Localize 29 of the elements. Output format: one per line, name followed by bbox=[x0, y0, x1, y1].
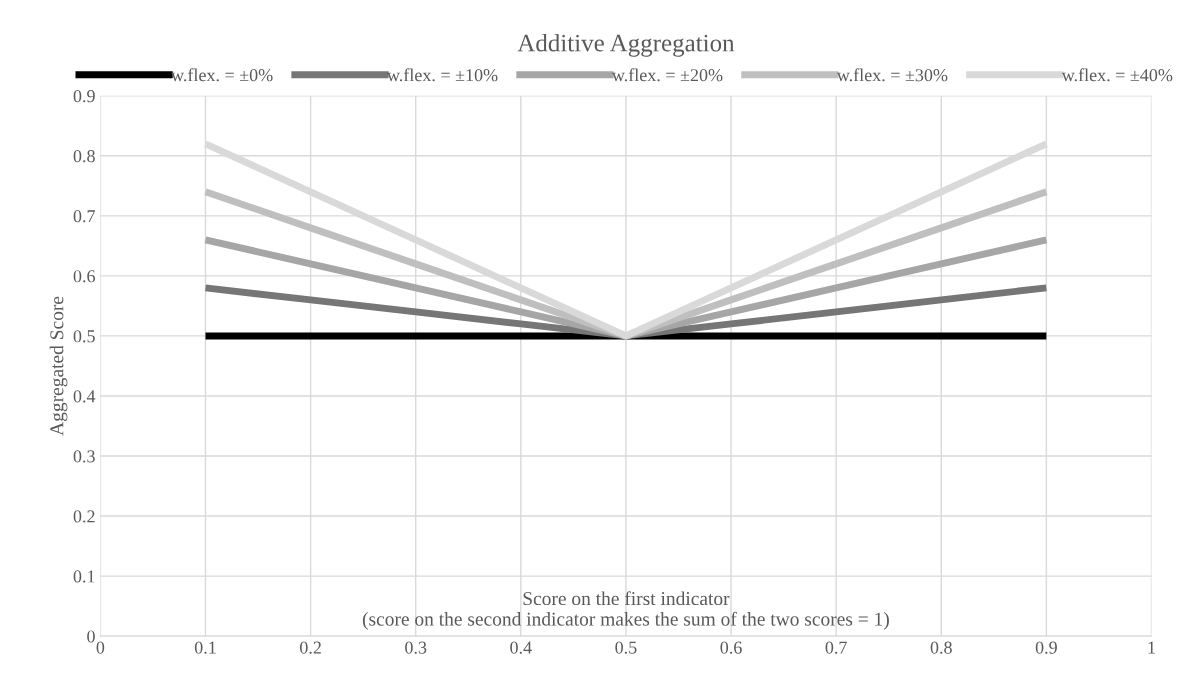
y-tick-label: 0.2 bbox=[73, 510, 95, 523]
y-tick-label: 0.5 bbox=[73, 330, 95, 343]
x-tick-label: 0.3 bbox=[405, 641, 427, 654]
x-tick-label: 0.7 bbox=[825, 641, 847, 654]
x-tick-label: 0.1 bbox=[194, 641, 216, 654]
y-tick-label: 0.3 bbox=[73, 450, 95, 463]
y-tick-label: 0.1 bbox=[73, 570, 95, 583]
legend-label: w.flex. = ±40% bbox=[1061, 68, 1173, 82]
chart-title: Additive Aggregation bbox=[517, 33, 735, 57]
x-tick-label: 0.9 bbox=[1035, 641, 1057, 654]
y-tick-label: 0.8 bbox=[73, 150, 95, 163]
legend-label: w.flex. = ±20% bbox=[611, 68, 723, 82]
x-tick-label: 1 bbox=[1148, 641, 1155, 654]
legend-label: w.flex. = ±0% bbox=[171, 68, 273, 82]
x-axis-title: Score on the first indicator (score on the second indicator makes the sum of the two scores = 1) bbox=[362, 591, 889, 630]
y-tick-label: 0.9 bbox=[73, 90, 95, 103]
x-tick-label: 0.2 bbox=[300, 641, 321, 654]
x-tick-label: 0.4 bbox=[510, 641, 532, 654]
legend-label: w.flex. = ±10% bbox=[386, 68, 498, 82]
y-tick-label: 0.4 bbox=[73, 390, 96, 403]
legend-label: w.flex. = ±30% bbox=[836, 68, 948, 82]
y-tick-label: 0.6 bbox=[73, 270, 95, 283]
y-axis-title: Aggregated Score bbox=[49, 296, 68, 436]
x-tick-label: 0 bbox=[96, 641, 105, 654]
x-tick-label: 0.6 bbox=[720, 641, 742, 654]
x-tick-label: 0.5 bbox=[615, 641, 637, 654]
x-tick-label: 0.8 bbox=[930, 641, 952, 654]
y-tick-label: 0.7 bbox=[73, 210, 95, 223]
y-tick-label: 0 bbox=[87, 630, 95, 643]
